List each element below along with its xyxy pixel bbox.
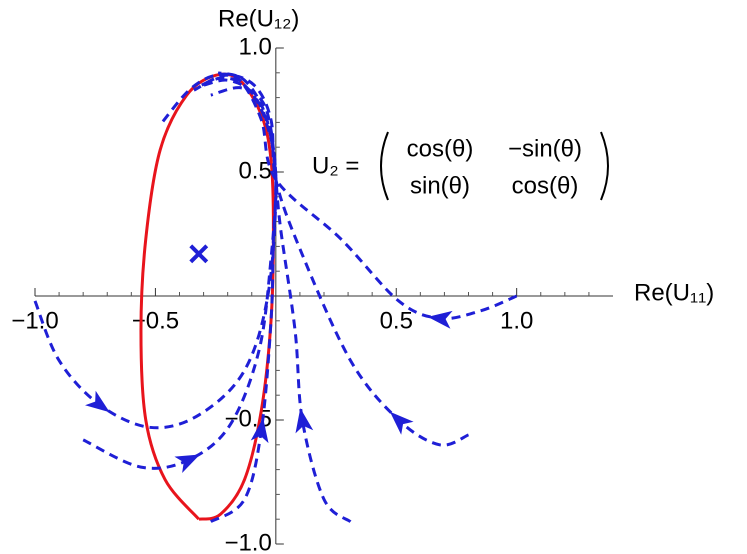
- cross-marker: [189, 244, 209, 264]
- x-tick-label: 0.5: [380, 307, 413, 334]
- x-tick-label: −1.0: [11, 307, 58, 334]
- paren: [600, 131, 609, 201]
- annotation: U₂ = cos(θ) −sin(θ) sin(θ) cos(θ): [312, 131, 609, 201]
- y-tick-label: 1.0: [238, 33, 271, 60]
- matrix-entry: cos(θ): [407, 135, 474, 162]
- y-tick-label: 0.5: [238, 157, 271, 184]
- direction-arrow: [174, 454, 200, 473]
- direction-arrow: [389, 411, 414, 435]
- curve: [139, 72, 275, 521]
- curve: [193, 73, 470, 447]
- curve: [33, 76, 278, 430]
- paren: [380, 131, 389, 201]
- curve: [159, 72, 518, 321]
- direction-arrow: [250, 418, 269, 444]
- direction-arrow: [85, 390, 110, 413]
- y-tick-label: −1.0: [224, 529, 271, 554]
- x-tick-label: −0.5: [132, 307, 179, 334]
- matrix-lhs: U₂ =: [312, 152, 359, 179]
- x-tick-label: 1.0: [500, 307, 533, 334]
- curve: [82, 78, 278, 470]
- x-axis-label: Re(U₁₁): [634, 279, 714, 306]
- matrix-entry: −sin(θ): [508, 135, 582, 162]
- matrix-entry: sin(θ): [410, 172, 470, 199]
- y-axis-label: Re(U₁₂): [218, 5, 299, 32]
- direction-arrow: [295, 408, 314, 434]
- matrix-entry: cos(θ): [512, 172, 579, 199]
- direction-arrow: [427, 310, 453, 329]
- curve: [209, 71, 278, 524]
